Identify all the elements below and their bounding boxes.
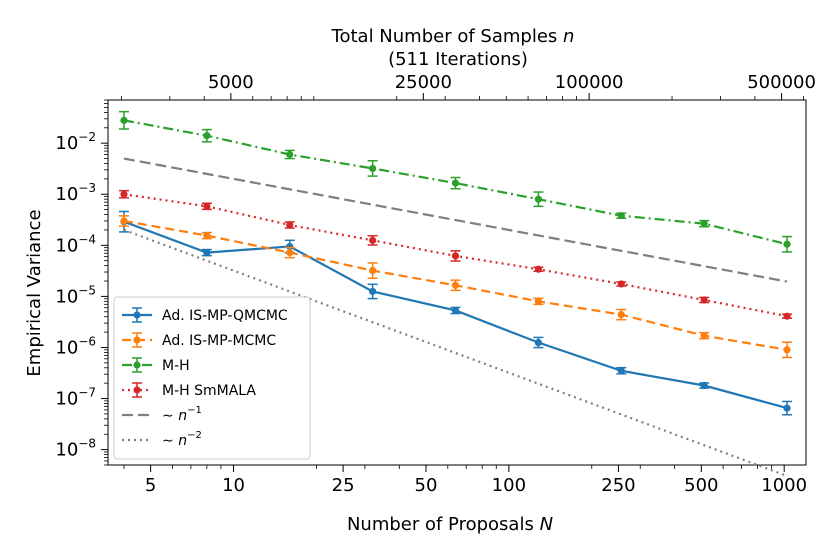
legend-entry: M-H (122, 357, 190, 374)
y-tick-label: 10−2 (55, 130, 96, 154)
x-tick-label: 5 (145, 475, 156, 496)
data-point (700, 381, 708, 390)
series-line (123, 228, 788, 477)
legend-label: ∼ n−1 (162, 405, 202, 424)
series-line (123, 157, 788, 283)
top-tick-label: 500000 (747, 72, 816, 93)
legend-entry: Ad. IS-MP-MCMC (122, 332, 276, 349)
data-point (286, 242, 294, 251)
top-axis-title-line1: Total Number of Samples n (331, 26, 575, 47)
data-point (369, 164, 377, 173)
data-point (203, 249, 211, 257)
data-point (700, 220, 708, 228)
data-point (451, 306, 460, 315)
data-point (451, 179, 460, 187)
legend-box (113, 296, 311, 460)
data-point (120, 116, 128, 124)
legend-label: M-H SmMALA (162, 383, 256, 399)
legend-label: ∼ n−2 (162, 430, 202, 449)
legend-label: M-H (162, 358, 190, 374)
data-point (286, 249, 294, 257)
series (118, 189, 793, 320)
data-point (534, 338, 542, 347)
x-tick-label: 1000 (761, 475, 807, 496)
series (123, 228, 788, 477)
legend-swatch-marker (133, 386, 141, 394)
y-tick-label: 10−5 (55, 283, 96, 307)
top-tick-label: 100000 (555, 72, 624, 93)
series (123, 157, 788, 283)
x-tick-label: 250 (601, 475, 635, 496)
data-point (783, 346, 791, 354)
data-point (700, 332, 708, 340)
y-axis-title: Empirical Variance (24, 209, 45, 376)
legend-swatch-marker (133, 336, 141, 344)
legend-swatch-marker (133, 361, 141, 369)
x-axis-title: Number of Proposals N (347, 514, 553, 535)
legend-entry: M-H SmMALA (122, 382, 256, 399)
y-tick-label: 10−6 (55, 334, 96, 358)
data-point (369, 287, 377, 296)
data-point (534, 297, 542, 305)
data-point (617, 367, 625, 375)
data-point (783, 240, 791, 248)
x-tick-label: 50 (415, 475, 438, 496)
legend-label: Ad. IS-MP-MCMC (162, 333, 276, 349)
data-point (700, 296, 708, 304)
data-point (120, 217, 128, 225)
y-tick-label: 10−3 (55, 181, 96, 205)
x-tick-label: 10 (222, 475, 245, 496)
series-line (123, 119, 788, 246)
series (118, 215, 793, 359)
y-tick-label: 10−8 (55, 437, 96, 461)
data-point (617, 280, 625, 288)
data-point (369, 236, 377, 244)
legend-entry: Ad. IS-MP-QMCMC (122, 307, 288, 324)
data-point (783, 312, 791, 320)
data-point (203, 202, 211, 210)
data-point (286, 150, 294, 159)
data-point (451, 281, 460, 289)
legend-entry: ∼ n−1 (122, 405, 202, 424)
x-tick-label: 500 (684, 475, 718, 496)
data-point (451, 252, 460, 260)
data-point (534, 265, 542, 273)
data-point (369, 266, 377, 275)
legend-swatch-marker (133, 311, 141, 319)
y-tick-label: 10−4 (55, 232, 96, 256)
y-tick-label: 10−7 (55, 386, 96, 410)
top-axis-title-line2: (511 Iterations) (388, 49, 528, 70)
legend-label: Ad. IS-MP-QMCMC (162, 308, 288, 324)
data-point (783, 404, 791, 412)
top-tick-label: 25000 (395, 72, 452, 93)
top-tick-label: 5000 (208, 72, 254, 93)
legend-entry: ∼ n−2 (122, 430, 202, 449)
x-tick-label: 25 (332, 475, 355, 496)
series (118, 110, 793, 253)
data-point (286, 221, 294, 229)
data-point (534, 195, 542, 203)
data-point (120, 190, 128, 198)
x-tick-label: 100 (492, 475, 526, 496)
data-point (203, 231, 211, 240)
data-point (617, 311, 625, 319)
data-point (617, 212, 625, 220)
plot-frame (107, 99, 807, 466)
data-point (203, 132, 211, 140)
